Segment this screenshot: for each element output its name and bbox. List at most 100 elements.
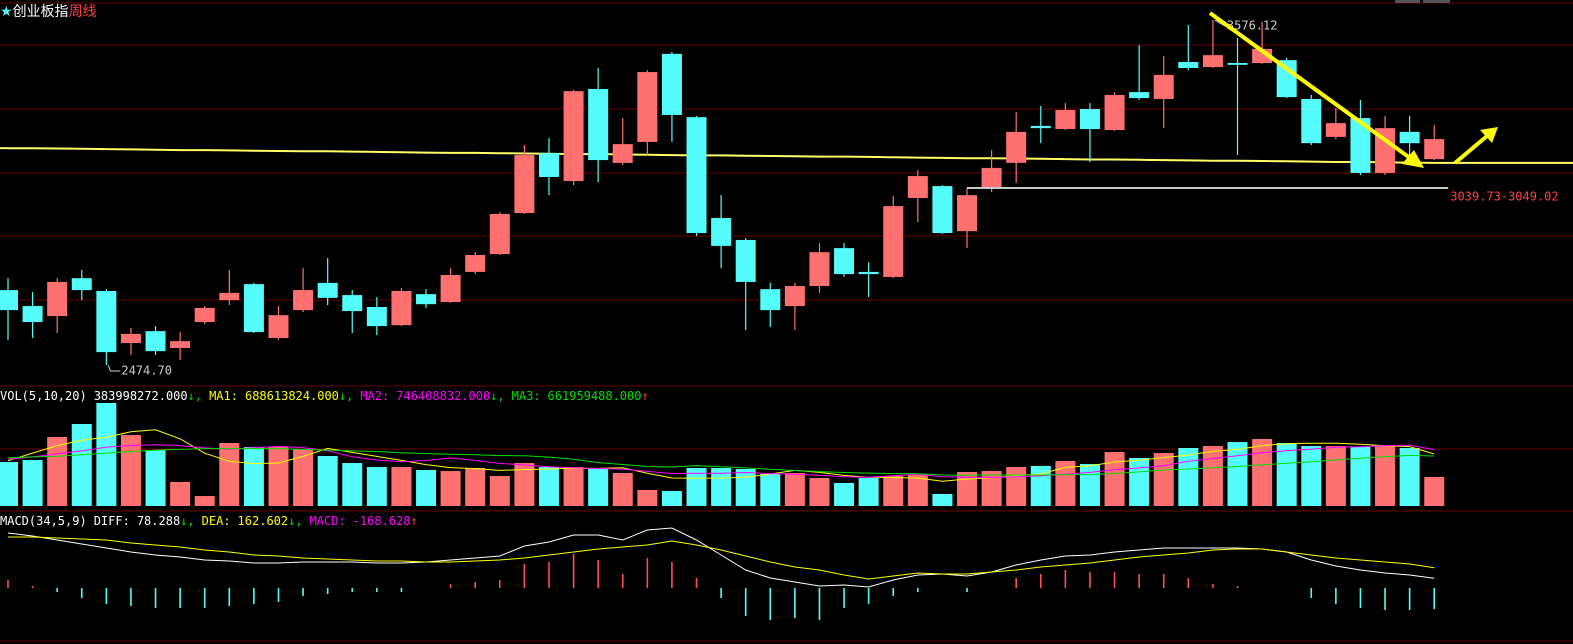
toolbar-tab	[1423, 0, 1450, 3]
candle-body	[858, 271, 879, 275]
candle-body	[686, 117, 707, 234]
volume-bar	[145, 450, 166, 506]
title-badge: ★	[0, 4, 13, 20]
volume-bar	[760, 473, 781, 506]
candle-body	[1153, 74, 1174, 99]
candle-body	[440, 275, 461, 302]
candle-body	[514, 155, 535, 214]
volume-bar	[194, 496, 215, 506]
volume-bar	[219, 443, 240, 506]
volume-bar	[22, 460, 43, 506]
volume-bar	[120, 435, 141, 506]
legend-value: -168.628	[353, 514, 411, 528]
candle-body	[538, 153, 559, 177]
volume-bar	[293, 448, 314, 506]
legend-value: 688613824.000	[245, 389, 339, 403]
candle-body	[1325, 123, 1346, 137]
candle-body	[1030, 125, 1051, 129]
candle-body	[932, 186, 953, 234]
volume-bar	[1276, 443, 1297, 506]
panel-header: VOL(5,10,20) 383998272.000↓, MA1: 688613824…	[0, 389, 649, 403]
legend-name: DIFF:	[94, 514, 130, 528]
candle-body	[612, 144, 633, 163]
panel-header: MACD(34,5,9) DIFF: 78.288↓, DEA: 162.602↓, MA…	[0, 514, 418, 528]
volume-bar	[342, 463, 363, 506]
macd-line	[8, 536, 1435, 580]
volume-bar	[1202, 446, 1223, 506]
legend-name: DEA:	[202, 514, 231, 528]
candle-body	[391, 291, 412, 326]
low-pointer	[107, 364, 121, 372]
candle-body	[711, 218, 732, 246]
candle-body	[1276, 60, 1297, 98]
candle-body	[1301, 98, 1322, 144]
legend-value: 746408832.000	[396, 389, 490, 403]
candle-body	[981, 167, 1002, 189]
candle-body	[784, 286, 805, 307]
candle-body	[809, 252, 830, 287]
candle-body	[416, 294, 437, 305]
candle-body	[907, 176, 928, 198]
legend-trend: ↓,	[288, 514, 302, 528]
candle-body	[243, 284, 264, 333]
candle-body	[588, 88, 609, 161]
volume-bar	[907, 475, 928, 506]
candle-body	[22, 306, 43, 323]
candle-body	[317, 282, 338, 298]
macd-line	[7, 527, 1435, 588]
volume-bar	[563, 467, 584, 506]
candle-body	[47, 281, 68, 317]
volume-bar	[489, 476, 510, 506]
volume-bar	[1178, 448, 1199, 506]
volume-bar	[317, 456, 338, 506]
volume-bar	[834, 482, 855, 506]
candle-body	[1350, 118, 1371, 173]
volume-bar	[1399, 448, 1420, 506]
volume-bar	[1055, 460, 1076, 506]
volume-bar	[858, 477, 879, 506]
volume-bar	[1252, 439, 1273, 506]
candle-body	[1424, 139, 1445, 160]
header-value: 383998272.000	[94, 389, 188, 403]
arrow-head	[1402, 150, 1424, 168]
volume-bar	[0, 461, 18, 506]
volume-bar	[1325, 446, 1346, 506]
low-label: 2474.70	[121, 364, 172, 378]
volume-bar	[661, 490, 682, 506]
candle-body	[1079, 109, 1100, 130]
candle-body	[96, 291, 117, 353]
chart-title: ★创业板指周线	[0, 4, 97, 20]
volume-bar	[538, 467, 559, 506]
volume-bar	[1153, 452, 1174, 506]
volume-bar	[243, 447, 264, 506]
volume-bar	[1350, 447, 1371, 506]
candle-body	[1178, 62, 1199, 68]
legend-name: MA1:	[209, 389, 238, 403]
volume-bar	[71, 423, 92, 506]
candle-body	[834, 248, 855, 275]
volume-bar	[1006, 467, 1027, 506]
legend-trend: ↑	[641, 389, 648, 403]
candle-body	[268, 315, 289, 339]
volume-bar	[711, 468, 732, 506]
volume-bar	[1227, 442, 1248, 506]
legend-value: 661959488.000	[548, 389, 642, 403]
volume-bar	[1301, 446, 1322, 506]
candle-body	[1202, 55, 1223, 68]
volume-bar	[735, 469, 756, 506]
volume-bar	[1129, 457, 1150, 506]
candle-body	[1006, 131, 1027, 163]
volume-bar	[366, 467, 387, 506]
candle-body	[1399, 131, 1420, 144]
candle-body	[661, 53, 682, 115]
legend-value: 162.602	[238, 514, 289, 528]
plot-area: 3039.73-3049.02 2474.70 3576.12 VOL(5,10,20…	[0, 19, 1573, 620]
arrow-shaft	[1453, 134, 1489, 165]
title-text: 创业板指	[13, 4, 69, 20]
candle-body	[342, 295, 363, 312]
legend-name: MACD:	[310, 514, 346, 528]
legend-name: MA3:	[512, 389, 541, 403]
volume-bar	[170, 481, 191, 506]
